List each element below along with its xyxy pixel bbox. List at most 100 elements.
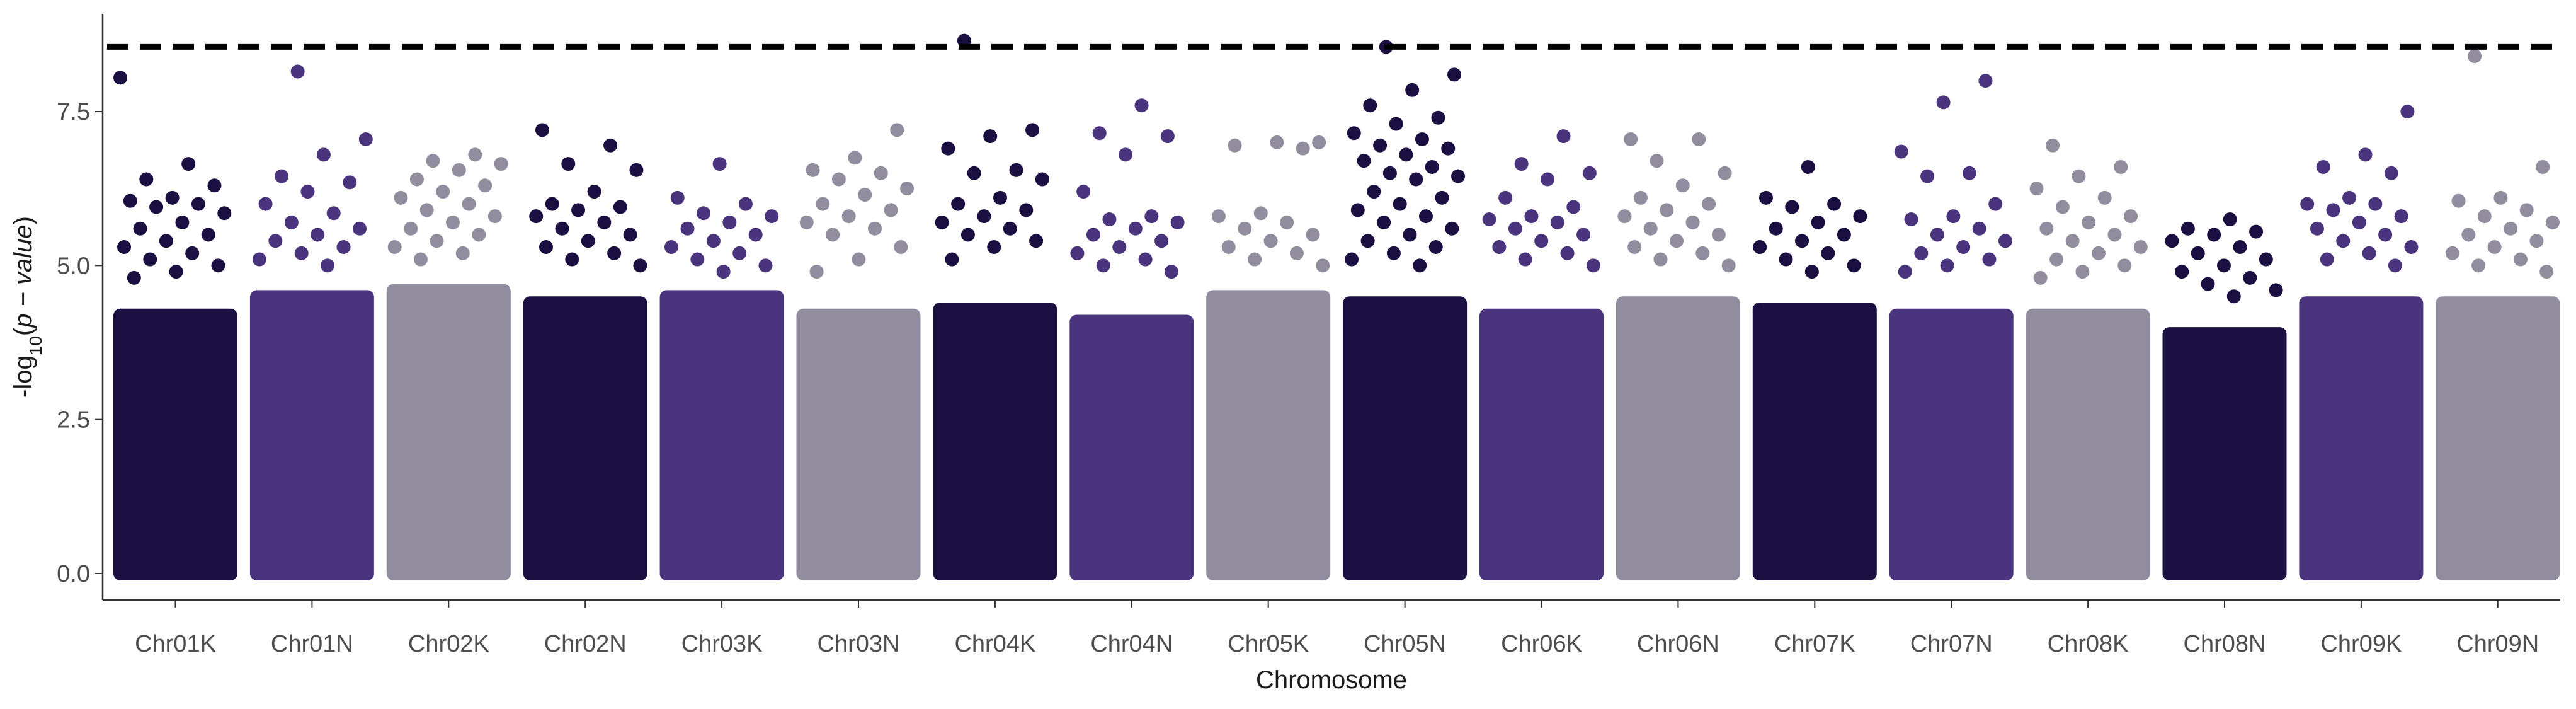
data-point — [2201, 277, 2215, 291]
data-point — [300, 185, 315, 199]
data-point — [571, 203, 586, 217]
data-point — [900, 182, 915, 196]
data-point — [1096, 258, 1110, 273]
data-point — [1576, 228, 1591, 242]
data-point — [1253, 206, 1268, 221]
data-point — [191, 197, 205, 211]
column-Chr08K — [2026, 308, 2150, 580]
x-tick-label: Chr09K — [2320, 631, 2402, 657]
data-point — [1695, 246, 1710, 260]
y-axis-ticks: 0.0 2.5 5.0 7.5 — [57, 99, 103, 587]
data-point — [211, 258, 225, 273]
data-point — [664, 240, 679, 255]
data-point — [1415, 132, 1429, 146]
data-point — [697, 206, 711, 221]
data-point — [2165, 234, 2179, 248]
data-point — [712, 157, 727, 171]
data-point — [1653, 252, 1668, 267]
data-point — [1112, 240, 1127, 255]
data-point — [1508, 221, 1522, 236]
data-point — [1092, 126, 1107, 141]
data-point — [841, 209, 856, 224]
x-axis-ticks: Chr01K Chr01N Chr02K Chr02N Chr03K Chr03N Chr0… — [135, 600, 2539, 657]
data-point — [436, 185, 450, 199]
data-point — [1451, 169, 1466, 183]
data-point — [613, 200, 627, 214]
data-point — [468, 147, 482, 162]
data-point — [1447, 67, 1462, 82]
data-point — [175, 215, 190, 229]
data-point — [149, 200, 164, 214]
data-point — [2358, 147, 2373, 162]
column-Chr08N — [2162, 327, 2287, 580]
data-point — [1633, 190, 1648, 205]
data-point — [722, 215, 737, 229]
data-point — [1550, 215, 1564, 229]
data-point — [268, 234, 283, 248]
data-point — [1102, 212, 1117, 227]
data-point — [603, 138, 618, 153]
data-point — [2097, 190, 2112, 205]
data-point — [1019, 203, 1034, 217]
data-point — [275, 169, 289, 183]
data-point — [2133, 240, 2148, 255]
data-point — [2394, 209, 2408, 224]
data-point — [935, 215, 949, 229]
data-point — [387, 240, 402, 255]
data-point — [1898, 265, 1912, 279]
data-point — [1316, 258, 1330, 273]
data-point — [2504, 221, 2518, 236]
data-point — [2117, 258, 2132, 273]
data-point — [565, 252, 579, 267]
data-point — [1382, 166, 1397, 180]
data-point — [597, 215, 612, 229]
data-point — [1785, 200, 1799, 214]
data-point — [1413, 258, 1427, 273]
data-point — [758, 258, 773, 273]
y-axis-title: -log10(p − value) — [9, 216, 45, 398]
data-point — [539, 240, 553, 255]
data-point — [316, 147, 331, 162]
data-point — [1373, 138, 1388, 153]
data-point — [1289, 246, 1304, 260]
data-point — [320, 258, 334, 273]
data-point — [1998, 234, 2013, 248]
data-point — [1894, 144, 1908, 159]
data-point — [2461, 228, 2476, 242]
data-point — [1003, 221, 1017, 236]
data-point — [1795, 234, 1809, 248]
data-point — [941, 141, 955, 156]
data-point — [294, 246, 309, 260]
data-point — [430, 234, 444, 248]
data-point — [1988, 197, 2003, 211]
data-point — [1711, 228, 1726, 242]
data-point — [1827, 197, 1842, 211]
x-tick-label: Chr07K — [1774, 631, 1855, 657]
data-point — [2545, 215, 2560, 229]
data-point — [1946, 209, 1961, 224]
data-point — [455, 246, 470, 260]
y-tick-label: 5.0 — [57, 253, 90, 279]
data-point — [1904, 212, 1918, 227]
data-point — [1128, 221, 1143, 236]
data-point — [1962, 166, 1976, 180]
x-tick-label: Chr02N — [544, 631, 627, 657]
data-point — [1363, 98, 1377, 113]
column-Chr03N — [796, 308, 921, 580]
data-point — [487, 209, 502, 224]
column-Chr09K — [2299, 296, 2424, 580]
data-point — [1389, 117, 1403, 131]
data-point — [1025, 123, 1040, 137]
data-point — [2536, 159, 2550, 174]
data-point — [1779, 252, 1793, 267]
data-point — [848, 151, 862, 165]
data-point — [343, 175, 357, 190]
data-point — [690, 252, 705, 267]
data-point — [2388, 258, 2402, 273]
data-point — [2445, 246, 2459, 260]
data-point — [207, 178, 222, 193]
data-point — [2320, 252, 2334, 267]
data-point — [1670, 234, 1684, 248]
data-point — [1540, 172, 1554, 187]
